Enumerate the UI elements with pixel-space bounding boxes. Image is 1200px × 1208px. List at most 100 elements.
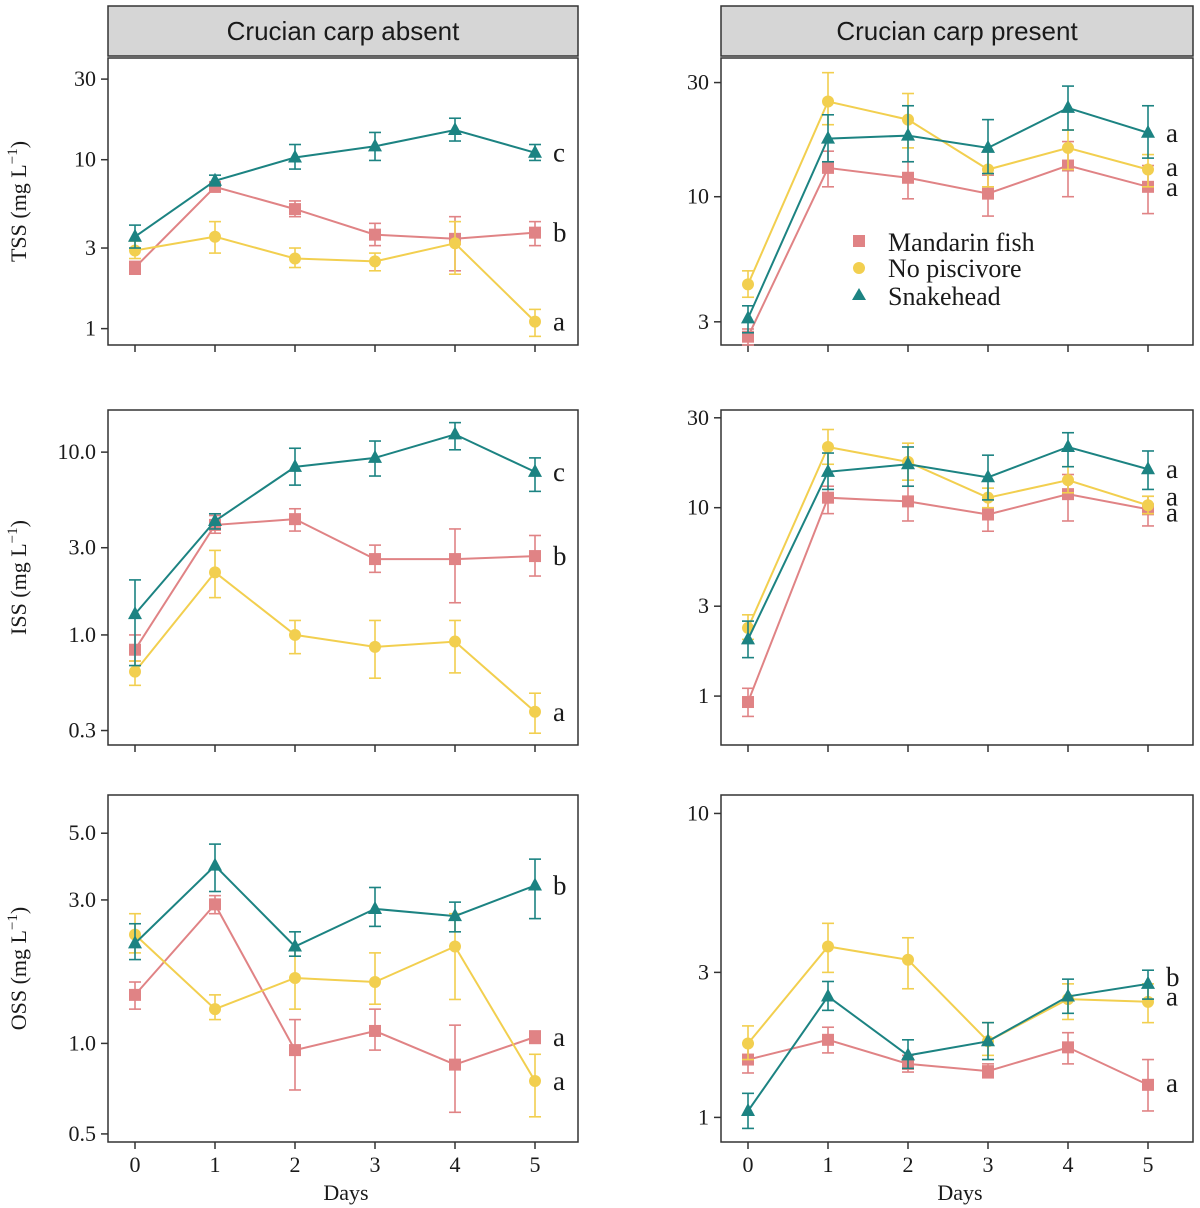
y-tick-label: 10 — [687, 800, 709, 825]
x-tick-label: 1 — [823, 1152, 834, 1177]
series-line — [747, 982, 1149, 1112]
legend-item-mandarin-fish: Mandarin fish — [853, 228, 1035, 257]
data-point-square — [902, 495, 914, 508]
y-tick-label: 1 — [85, 316, 96, 341]
series-snakehead — [128, 843, 542, 961]
y-axis-title: OSS (mg L−1) — [5, 907, 31, 1031]
data-point-triangle — [528, 877, 542, 891]
data-point-square — [129, 261, 141, 274]
data-point-triangle — [208, 513, 222, 527]
data-point-circle — [1142, 163, 1154, 176]
data-point-circle — [289, 252, 301, 265]
data-point-triangle — [208, 857, 222, 871]
data-point-circle — [449, 635, 461, 648]
data-point-triangle — [821, 130, 835, 144]
significance-letter: a — [553, 697, 565, 727]
data-point-triangle — [981, 469, 995, 483]
legend-item-no-piscivore: No piscivore — [853, 254, 1022, 283]
legend-triangle-marker — [852, 288, 866, 300]
series-no-piscivore — [742, 428, 1154, 641]
y-axis-close-paren: ) — [6, 520, 31, 527]
series-no-piscivore — [742, 922, 1154, 1061]
significance-letter: c — [553, 138, 565, 168]
y-tick-label: 3 — [698, 309, 709, 334]
data-point-square — [289, 513, 301, 526]
legend-circle-marker — [853, 262, 865, 274]
data-point-triangle — [821, 463, 835, 477]
panel-frame — [107, 794, 579, 1143]
y-axis-title: TSS (mg L−1) — [5, 141, 31, 262]
data-point-circle — [529, 705, 541, 718]
data-point-triangle — [448, 426, 462, 440]
data-point-circle — [289, 628, 301, 641]
significance-letter: b — [1166, 962, 1180, 992]
y-tick-label: 3 — [698, 959, 709, 984]
data-point-circle — [289, 972, 301, 985]
panel-tss-absent: 1 3 10 30 TSS (mg L−1) c b a — [5, 57, 579, 352]
series-line — [134, 902, 536, 1066]
series-snakehead — [128, 421, 542, 667]
data-point-triangle — [1061, 438, 1075, 452]
data-point-triangle — [288, 149, 302, 163]
data-point-square — [1062, 488, 1074, 501]
x-tick-label: 4 — [1063, 1152, 1074, 1177]
series-mandarin-fish — [742, 473, 1154, 718]
data-point-circle — [742, 278, 754, 291]
y-tick-label: 30 — [687, 70, 709, 95]
data-point-triangle — [208, 172, 222, 186]
panel-iss-present: 1 3 10 30 aaa — [687, 405, 1194, 752]
y-axis-unit-exponent: −1 — [5, 914, 21, 930]
data-point-triangle — [288, 458, 302, 472]
data-point-circle — [1062, 141, 1074, 154]
data-point-triangle — [821, 988, 835, 1002]
y-tick-label: 3.0 — [69, 887, 97, 912]
y-tick-label: 5.0 — [69, 820, 97, 845]
data-point-triangle — [1061, 988, 1075, 1002]
strip-label-present: Crucian carp present — [836, 16, 1078, 46]
data-point-circle — [529, 1074, 541, 1087]
series-snakehead — [741, 431, 1155, 659]
data-point-triangle — [448, 908, 462, 922]
y-axis-unit-exponent: −1 — [5, 527, 21, 543]
series-line — [747, 445, 1149, 629]
data-point-square — [982, 508, 994, 521]
panel-frame — [107, 409, 579, 746]
legend-item-snakehead: Snakehead — [852, 282, 1001, 311]
data-point-triangle — [1141, 124, 1155, 138]
significance-letter: a — [1166, 498, 1178, 528]
data-point-triangle — [128, 228, 142, 242]
data-point-triangle — [901, 1047, 915, 1061]
significance-letter: a — [1166, 481, 1178, 511]
data-point-square — [369, 553, 381, 566]
data-point-triangle — [741, 631, 755, 645]
series-line — [134, 864, 536, 948]
data-point-square — [822, 161, 834, 174]
series-snakehead — [128, 117, 542, 249]
legend-label: No piscivore — [888, 254, 1022, 283]
panel-frame — [720, 794, 1194, 1143]
legend-label: Mandarin fish — [888, 228, 1035, 257]
series-mandarin-fish — [742, 1026, 1154, 1112]
x-tick-label: 5 — [530, 1152, 541, 1177]
y-tick-label: 1 — [698, 1104, 709, 1129]
data-point-square — [289, 1044, 301, 1057]
x-tick-label: 0 — [743, 1152, 754, 1177]
data-point-triangle — [901, 127, 915, 141]
data-point-circle — [449, 940, 461, 953]
y-axis-close-paren: ) — [6, 907, 31, 914]
x-tick-label: 0 — [130, 1152, 141, 1177]
data-point-square — [822, 491, 834, 504]
significance-letter: a — [1166, 172, 1178, 202]
y-tick-label: 3.0 — [69, 535, 97, 560]
y-tick-label: 3 — [85, 235, 96, 260]
significance-letter: a — [1166, 981, 1178, 1011]
strip-background — [107, 5, 579, 57]
data-point-triangle — [981, 139, 995, 153]
series-line — [747, 1038, 1149, 1086]
data-point-square — [742, 330, 754, 343]
data-point-circle — [742, 1037, 754, 1050]
series-line — [747, 164, 1149, 338]
data-point-circle — [449, 237, 461, 250]
significance-letter: a — [553, 307, 565, 337]
